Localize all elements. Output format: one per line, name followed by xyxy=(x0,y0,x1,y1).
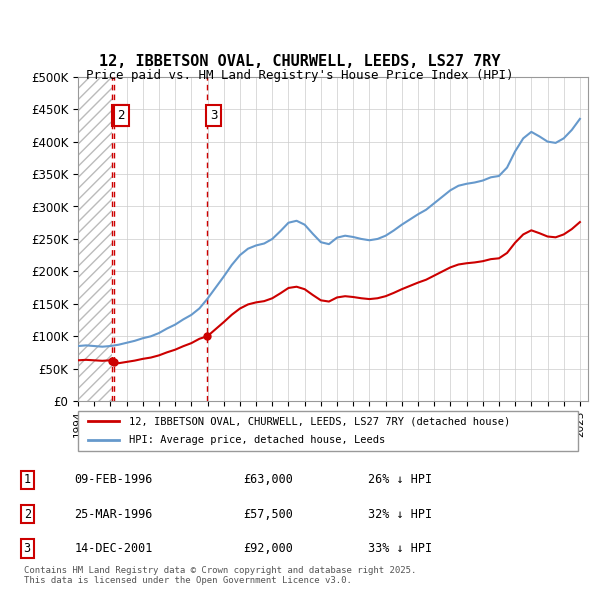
Text: 32% ↓ HPI: 32% ↓ HPI xyxy=(368,507,432,520)
Text: 12, IBBETSON OVAL, CHURWELL, LEEDS, LS27 7RY (detached house): 12, IBBETSON OVAL, CHURWELL, LEEDS, LS27… xyxy=(129,416,510,426)
Text: 26% ↓ HPI: 26% ↓ HPI xyxy=(368,473,432,487)
Text: 25-MAR-1996: 25-MAR-1996 xyxy=(74,507,153,520)
Text: 1: 1 xyxy=(23,473,31,487)
Text: 12, IBBETSON OVAL, CHURWELL, LEEDS, LS27 7RY: 12, IBBETSON OVAL, CHURWELL, LEEDS, LS27… xyxy=(99,54,501,70)
Text: 09-FEB-1996: 09-FEB-1996 xyxy=(74,473,153,487)
Text: 3: 3 xyxy=(210,109,217,122)
Text: 2: 2 xyxy=(118,109,125,122)
Text: HPI: Average price, detached house, Leeds: HPI: Average price, detached house, Leed… xyxy=(129,435,385,445)
Text: Price paid vs. HM Land Registry's House Price Index (HPI): Price paid vs. HM Land Registry's House … xyxy=(86,69,514,82)
Text: £92,000: £92,000 xyxy=(244,542,293,555)
Text: 1: 1 xyxy=(115,109,123,122)
Text: 33% ↓ HPI: 33% ↓ HPI xyxy=(368,542,432,555)
Text: 3: 3 xyxy=(23,542,31,555)
Text: £57,500: £57,500 xyxy=(244,507,293,520)
Text: £63,000: £63,000 xyxy=(244,473,293,487)
Text: 2: 2 xyxy=(23,507,31,520)
Text: 14-DEC-2001: 14-DEC-2001 xyxy=(74,542,153,555)
FancyBboxPatch shape xyxy=(78,411,578,451)
Bar xyxy=(78,77,112,401)
Text: Contains HM Land Registry data © Crown copyright and database right 2025.
This d: Contains HM Land Registry data © Crown c… xyxy=(24,566,416,585)
